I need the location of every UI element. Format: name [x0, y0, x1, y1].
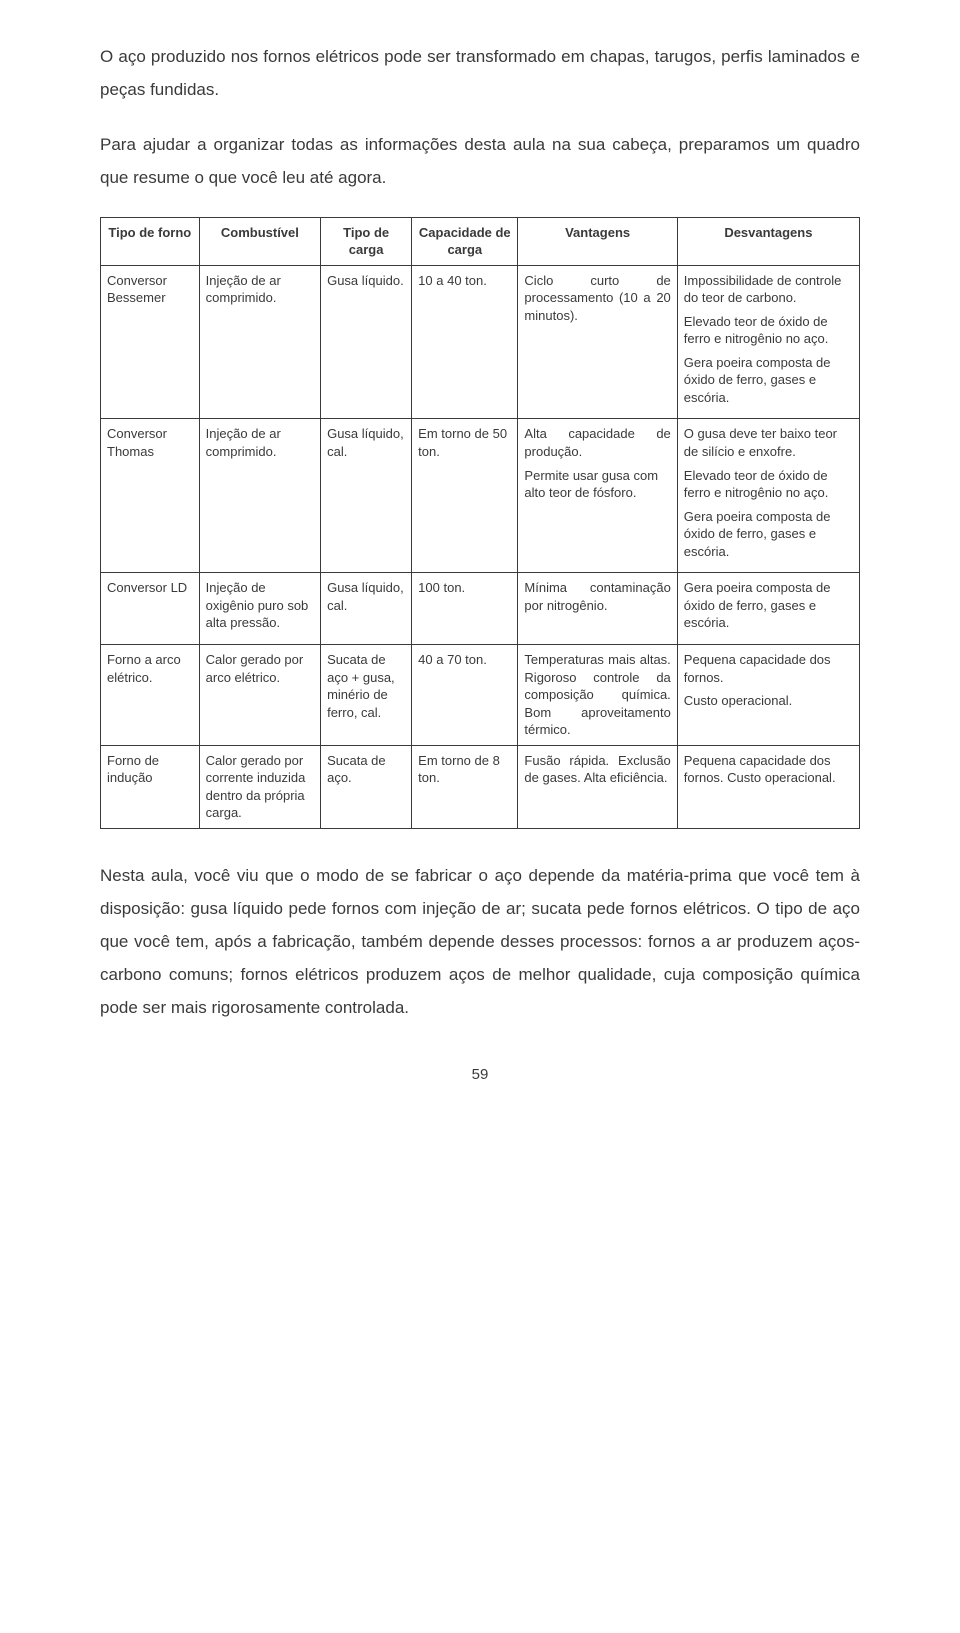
cell-carga: Gusa líquido, cal.	[321, 573, 412, 645]
cell-combustivel: Injeção de ar comprimido.	[199, 265, 320, 419]
header-tipo-forno: Tipo de forno	[101, 217, 200, 265]
table-row: Conversor Thomas Injeção de ar comprimid…	[101, 419, 860, 573]
desv-item: Gera poeira composta de óxido de ferro, …	[684, 354, 853, 407]
cell-carga: Sucata de aço.	[321, 745, 412, 828]
intro-paragraph-1: O aço produzido nos fornos elétricos pod…	[100, 40, 860, 106]
cell-forno: Forno de indução	[101, 745, 200, 828]
intro-paragraph-2: Para ajudar a organizar todas as informa…	[100, 128, 860, 194]
cell-desvantagens: Impossibilidade de controle do teor de c…	[677, 265, 859, 419]
cell-forno: Forno a arco elétrico.	[101, 644, 200, 745]
cell-carga: Gusa líquido.	[321, 265, 412, 419]
cell-forno: Conversor Thomas	[101, 419, 200, 573]
outro-section: Nesta aula, você viu que o modo de se fa…	[100, 859, 860, 1025]
cell-forno: Conversor Bessemer	[101, 265, 200, 419]
desv-item: Impossibilidade de controle do teor de c…	[684, 272, 853, 307]
cell-vantagens: Temperaturas mais altas. Rigoroso contro…	[518, 644, 677, 745]
cell-combustivel: Injeção de oxigênio puro sob alta pressã…	[199, 573, 320, 645]
header-vantagens: Vantagens	[518, 217, 677, 265]
desv-item: Elevado teor de óxido de ferro e nitrogê…	[684, 313, 853, 348]
header-capacidade: Capacidade de carga	[412, 217, 518, 265]
desv-item: O gusa deve ter baixo teor de silício e …	[684, 425, 853, 460]
cell-carga: Gusa líquido, cal.	[321, 419, 412, 573]
cell-desvantagens: Pequena capacidade dos fornos. Custo ope…	[677, 745, 859, 828]
desv-item: Gera poeira composta de óxido de ferro, …	[684, 579, 853, 632]
cell-capacidade: 40 a 70 ton.	[412, 644, 518, 745]
cell-desvantagens: O gusa deve ter baixo teor de silício e …	[677, 419, 859, 573]
page-number: 59	[100, 1060, 860, 1089]
cell-carga: Sucata de aço + gusa, minério de ferro, …	[321, 644, 412, 745]
outro-paragraph-1: Nesta aula, você viu que o modo de se fa…	[100, 859, 860, 1025]
cell-capacidade: Em torno de 8 ton.	[412, 745, 518, 828]
cell-forno: Conversor LD	[101, 573, 200, 645]
desv-item: Gera poeira composta de óxido de ferro, …	[684, 508, 853, 561]
vant-item: Permite usar gusa com alto teor de fósfo…	[524, 467, 670, 502]
cell-capacidade: 100 ton.	[412, 573, 518, 645]
cell-vantagens: Mínima contaminação por nitrogênio.	[518, 573, 677, 645]
desv-item: Pequena capacidade dos fornos. Custo ope…	[684, 752, 853, 787]
cell-capacidade: 10 a 40 ton.	[412, 265, 518, 419]
table-row: Conversor Bessemer Injeção de ar comprim…	[101, 265, 860, 419]
cell-desvantagens: Pequena capacidade dos fornos. Custo ope…	[677, 644, 859, 745]
cell-combustivel: Calor gerado por arco elétrico.	[199, 644, 320, 745]
cell-capacidade: Em torno de 50 ton.	[412, 419, 518, 573]
table-row: Forno a arco elétrico. Calor gerado por …	[101, 644, 860, 745]
table-row: Conversor LD Injeção de oxigênio puro so…	[101, 573, 860, 645]
desv-item: Elevado teor de óxido de ferro e nitrogê…	[684, 467, 853, 502]
vant-item: Alta capacidade de produção.	[524, 425, 670, 460]
header-desvantagens: Desvantagens	[677, 217, 859, 265]
cell-desvantagens: Gera poeira composta de óxido de ferro, …	[677, 573, 859, 645]
table-row: Forno de indução Calor gerado por corren…	[101, 745, 860, 828]
header-combustivel: Combustível	[199, 217, 320, 265]
cell-combustivel: Calor gerado por corrente induzida dentr…	[199, 745, 320, 828]
desv-item: Custo operacional.	[684, 692, 853, 710]
cell-vantagens: Alta capacidade de produção. Permite usa…	[518, 419, 677, 573]
table-header-row: Tipo de forno Combustível Tipo de carga …	[101, 217, 860, 265]
desv-item: Pequena capacidade dos fornos.	[684, 651, 853, 686]
cell-vantagens: Fusão rápida. Exclusão de gases. Alta ef…	[518, 745, 677, 828]
page-container: O aço produzido nos fornos elétricos pod…	[0, 0, 960, 1139]
cell-vantagens: Ciclo curto de processamento (10 a 20 mi…	[518, 265, 677, 419]
cell-combustivel: Injeção de ar comprimido.	[199, 419, 320, 573]
header-tipo-carga: Tipo de carga	[321, 217, 412, 265]
intro-section: O aço produzido nos fornos elétricos pod…	[100, 40, 860, 195]
summary-table: Tipo de forno Combustível Tipo de carga …	[100, 217, 860, 829]
